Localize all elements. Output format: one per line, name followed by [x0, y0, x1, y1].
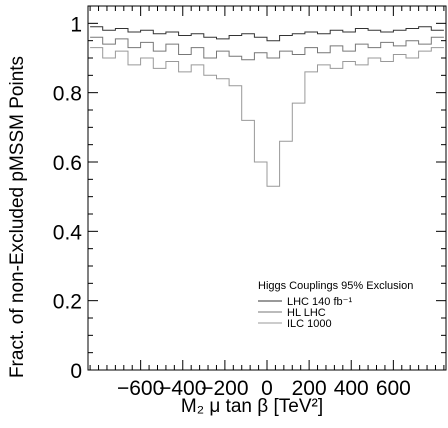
- x-tick-label: 400: [334, 377, 369, 400]
- label-layer: −600−400−200 0 200 400 600 0 0.2 0.4 0.6 0.8 1: [53, 13, 411, 400]
- x-tick-label: −200: [201, 377, 248, 400]
- x-tick-label: −600: [117, 377, 164, 400]
- legend: Higgs Couplings 95% Exclusion LHC 140 fb…: [258, 280, 413, 330]
- y-tick-label: 0: [70, 360, 82, 383]
- tick-layer: [88, 6, 446, 371]
- series-line-1: [90, 26, 444, 42]
- y-tick-label: 1: [70, 13, 82, 36]
- legend-title: Higgs Couplings 95% Exclusion: [258, 280, 413, 292]
- legend-entry-label: LHC 140 fb⁻¹: [287, 296, 352, 308]
- x-tick-label: 200: [292, 377, 327, 400]
- x-tick-label: 0: [261, 377, 273, 400]
- x-tick-label: −400: [159, 377, 206, 400]
- x-axis-title: M₂ μ tan β [TeV²]: [181, 396, 323, 417]
- x-tick-label: 600: [376, 377, 411, 400]
- legend-entry-label: HL LHC: [287, 307, 326, 319]
- plot-frame: [87, 5, 447, 371]
- y-tick-label: 0.6: [53, 152, 82, 175]
- y-axis-title: Fract. of non-Excluded pMSSM Points: [7, 56, 28, 378]
- legend-entry-label: ILC 1000: [287, 318, 332, 330]
- series-line-3: [90, 47, 444, 187]
- y-tick-label: 0.4: [53, 221, 83, 244]
- series-line-2: [90, 36, 444, 61]
- y-tick-label: 0.2: [53, 291, 82, 314]
- y-tick-label: 0.8: [53, 83, 82, 106]
- series-layer: [90, 26, 444, 187]
